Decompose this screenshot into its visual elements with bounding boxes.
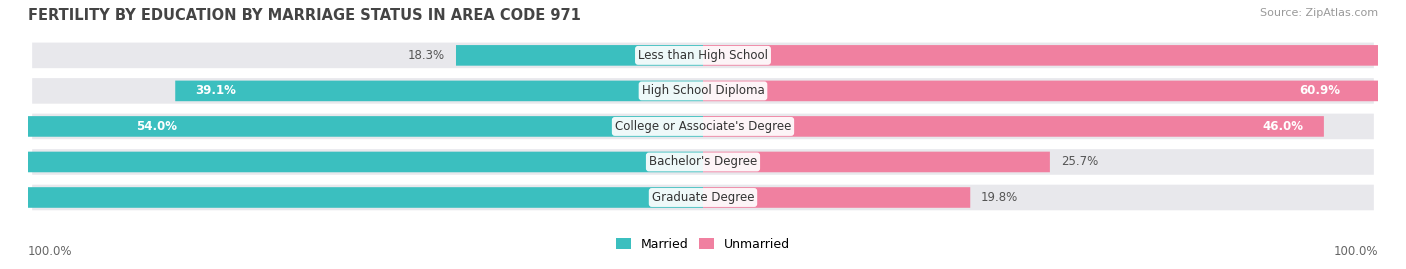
FancyBboxPatch shape bbox=[32, 185, 1374, 210]
FancyBboxPatch shape bbox=[703, 152, 1050, 172]
Legend: Married, Unmarried: Married, Unmarried bbox=[612, 233, 794, 256]
Text: 100.0%: 100.0% bbox=[28, 245, 73, 258]
FancyBboxPatch shape bbox=[703, 81, 1406, 101]
Text: Bachelor's Degree: Bachelor's Degree bbox=[650, 155, 756, 168]
Text: College or Associate's Degree: College or Associate's Degree bbox=[614, 120, 792, 133]
Text: 60.9%: 60.9% bbox=[1299, 84, 1340, 97]
Text: 25.7%: 25.7% bbox=[1060, 155, 1098, 168]
Text: 19.8%: 19.8% bbox=[981, 191, 1018, 204]
Text: FERTILITY BY EDUCATION BY MARRIAGE STATUS IN AREA CODE 971: FERTILITY BY EDUCATION BY MARRIAGE STATU… bbox=[28, 8, 581, 23]
FancyBboxPatch shape bbox=[32, 149, 1374, 175]
Text: Less than High School: Less than High School bbox=[638, 49, 768, 62]
Text: Source: ZipAtlas.com: Source: ZipAtlas.com bbox=[1260, 8, 1378, 18]
FancyBboxPatch shape bbox=[703, 116, 1324, 137]
FancyBboxPatch shape bbox=[32, 78, 1374, 104]
FancyBboxPatch shape bbox=[703, 187, 970, 208]
Text: 54.0%: 54.0% bbox=[136, 120, 177, 133]
FancyBboxPatch shape bbox=[176, 81, 703, 101]
FancyBboxPatch shape bbox=[703, 45, 1406, 66]
FancyBboxPatch shape bbox=[0, 152, 703, 172]
FancyBboxPatch shape bbox=[0, 116, 703, 137]
FancyBboxPatch shape bbox=[456, 45, 703, 66]
FancyBboxPatch shape bbox=[0, 187, 703, 208]
FancyBboxPatch shape bbox=[32, 114, 1374, 139]
FancyBboxPatch shape bbox=[32, 43, 1374, 68]
Text: Graduate Degree: Graduate Degree bbox=[652, 191, 754, 204]
Text: 18.3%: 18.3% bbox=[408, 49, 446, 62]
Text: 100.0%: 100.0% bbox=[1333, 245, 1378, 258]
Text: 46.0%: 46.0% bbox=[1263, 120, 1303, 133]
Text: High School Diploma: High School Diploma bbox=[641, 84, 765, 97]
Text: 39.1%: 39.1% bbox=[195, 84, 236, 97]
